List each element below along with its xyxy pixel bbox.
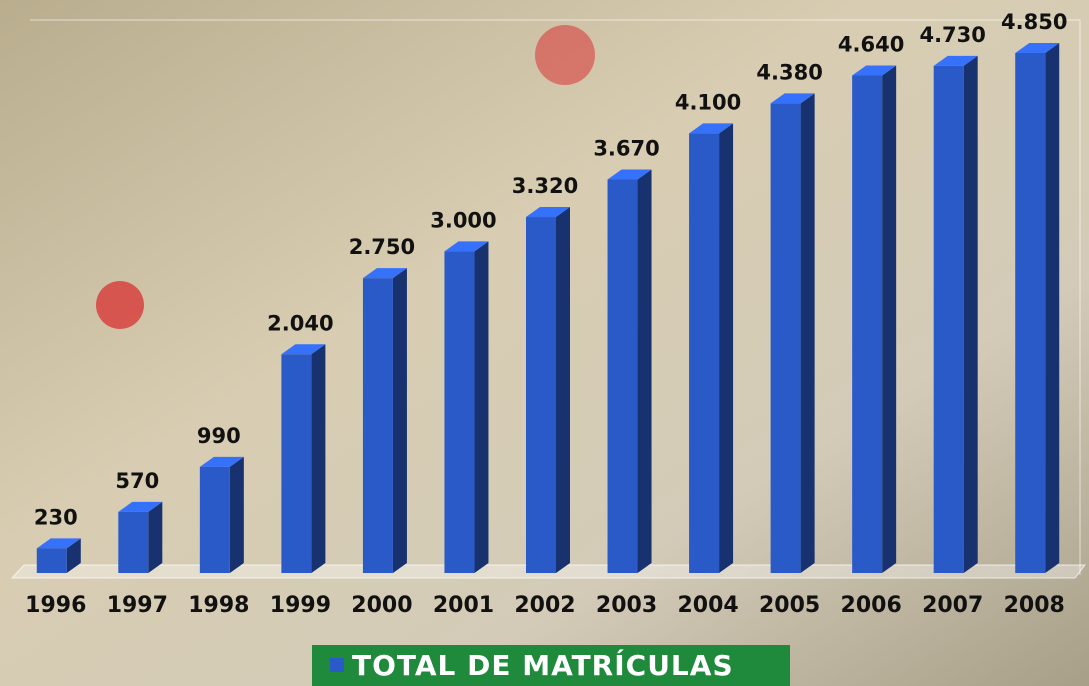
bar [852, 75, 883, 573]
x-tick-label: 2002 [514, 593, 575, 618]
bar-side [474, 241, 489, 573]
bar [36, 548, 67, 573]
bar-top [36, 538, 81, 549]
bar-top [281, 344, 326, 355]
bar-side [556, 207, 570, 573]
bar-top [199, 456, 244, 467]
photo-decor [96, 281, 144, 329]
bar [199, 466, 230, 573]
bar-side [882, 65, 897, 573]
legend-box [312, 645, 790, 686]
x-tick-label: 2004 [677, 593, 738, 618]
x-tick-label: 2000 [351, 593, 412, 618]
value-label: 3.320 [512, 174, 578, 198]
legend-swatch [330, 658, 344, 672]
x-tick-label: 2005 [759, 593, 820, 618]
x-tick-label: 1997 [107, 593, 168, 618]
bar-side [637, 169, 652, 574]
plot-frame [30, 19, 1081, 575]
x-tick-label: 1999 [270, 593, 331, 618]
bar [689, 133, 720, 574]
x-tick-label: 2003 [596, 593, 657, 618]
bar [770, 103, 801, 573]
legend-label: TOTAL DE MATRÍCULAS [352, 648, 734, 682]
bar [526, 217, 556, 573]
bar [933, 65, 964, 574]
bar [362, 278, 393, 573]
bar [118, 511, 149, 573]
value-label: 230 [34, 505, 78, 529]
value-label: 4.100 [675, 90, 741, 114]
x-tick-label: 2001 [433, 593, 494, 618]
bar [444, 251, 475, 573]
x-tick-label: 1998 [188, 593, 249, 618]
value-label: 2.040 [267, 311, 333, 335]
value-label: 990 [197, 424, 241, 448]
bar-side [66, 538, 81, 573]
x-tick-label: 1996 [25, 593, 86, 618]
value-label: 3.670 [593, 137, 659, 161]
bar-side [719, 123, 734, 574]
value-label: 4.850 [1001, 10, 1067, 34]
bar-top [689, 123, 734, 134]
value-label: 2.750 [349, 235, 415, 259]
bar-top [607, 169, 652, 180]
bar [607, 179, 638, 574]
bar-side [800, 93, 815, 573]
x-tick-label: 2008 [1004, 593, 1065, 618]
bar-side [148, 501, 163, 573]
bar-top [933, 55, 978, 66]
bar-side [311, 344, 326, 573]
value-label: 570 [115, 469, 159, 493]
bar-side [1045, 43, 1060, 573]
bar-top [852, 65, 897, 76]
photo-decor [535, 25, 595, 85]
bar-top [1015, 43, 1060, 53]
bar-side [963, 55, 978, 574]
bar-top [526, 207, 570, 218]
value-label: 4.730 [919, 23, 985, 47]
bar-top [362, 268, 407, 279]
x-tick-label: 2007 [922, 593, 983, 618]
bar-top [118, 501, 163, 512]
bar-top [444, 241, 489, 252]
bar [1015, 53, 1046, 573]
bar-side [229, 456, 244, 573]
bar-side [392, 268, 407, 573]
bar [281, 354, 312, 573]
value-label: 3.000 [430, 208, 496, 232]
bar-top [770, 93, 815, 104]
value-label: 4.640 [838, 33, 904, 57]
value-label: 4.380 [756, 60, 822, 84]
x-tick-label: 2006 [841, 593, 902, 618]
